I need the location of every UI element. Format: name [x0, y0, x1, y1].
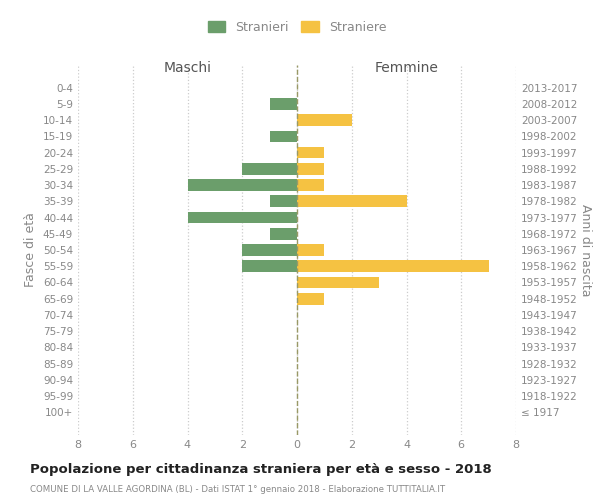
Bar — [269, 228, 297, 239]
Bar — [297, 196, 407, 207]
Bar — [297, 244, 325, 256]
Text: Popolazione per cittadinanza straniera per età e sesso - 2018: Popolazione per cittadinanza straniera p… — [30, 462, 492, 475]
Text: Maschi: Maschi — [163, 60, 212, 74]
Bar — [187, 212, 297, 224]
Bar — [242, 244, 297, 256]
Y-axis label: Fasce di età: Fasce di età — [25, 212, 37, 288]
Bar — [269, 130, 297, 142]
Bar — [297, 293, 325, 304]
Bar — [187, 179, 297, 191]
Bar — [297, 163, 325, 174]
Text: COMUNE DI LA VALLE AGORDINA (BL) - Dati ISTAT 1° gennaio 2018 - Elaborazione TUT: COMUNE DI LA VALLE AGORDINA (BL) - Dati … — [30, 485, 445, 494]
Y-axis label: Anni di nascita: Anni di nascita — [578, 204, 592, 296]
Text: Femmine: Femmine — [374, 60, 439, 74]
Bar — [242, 260, 297, 272]
Bar — [269, 98, 297, 110]
Bar — [297, 179, 325, 191]
Bar — [269, 196, 297, 207]
Bar — [297, 147, 325, 158]
Bar — [297, 260, 488, 272]
Bar — [242, 163, 297, 174]
Bar — [297, 276, 379, 288]
Bar — [297, 114, 352, 126]
Legend: Stranieri, Straniere: Stranieri, Straniere — [203, 16, 391, 39]
